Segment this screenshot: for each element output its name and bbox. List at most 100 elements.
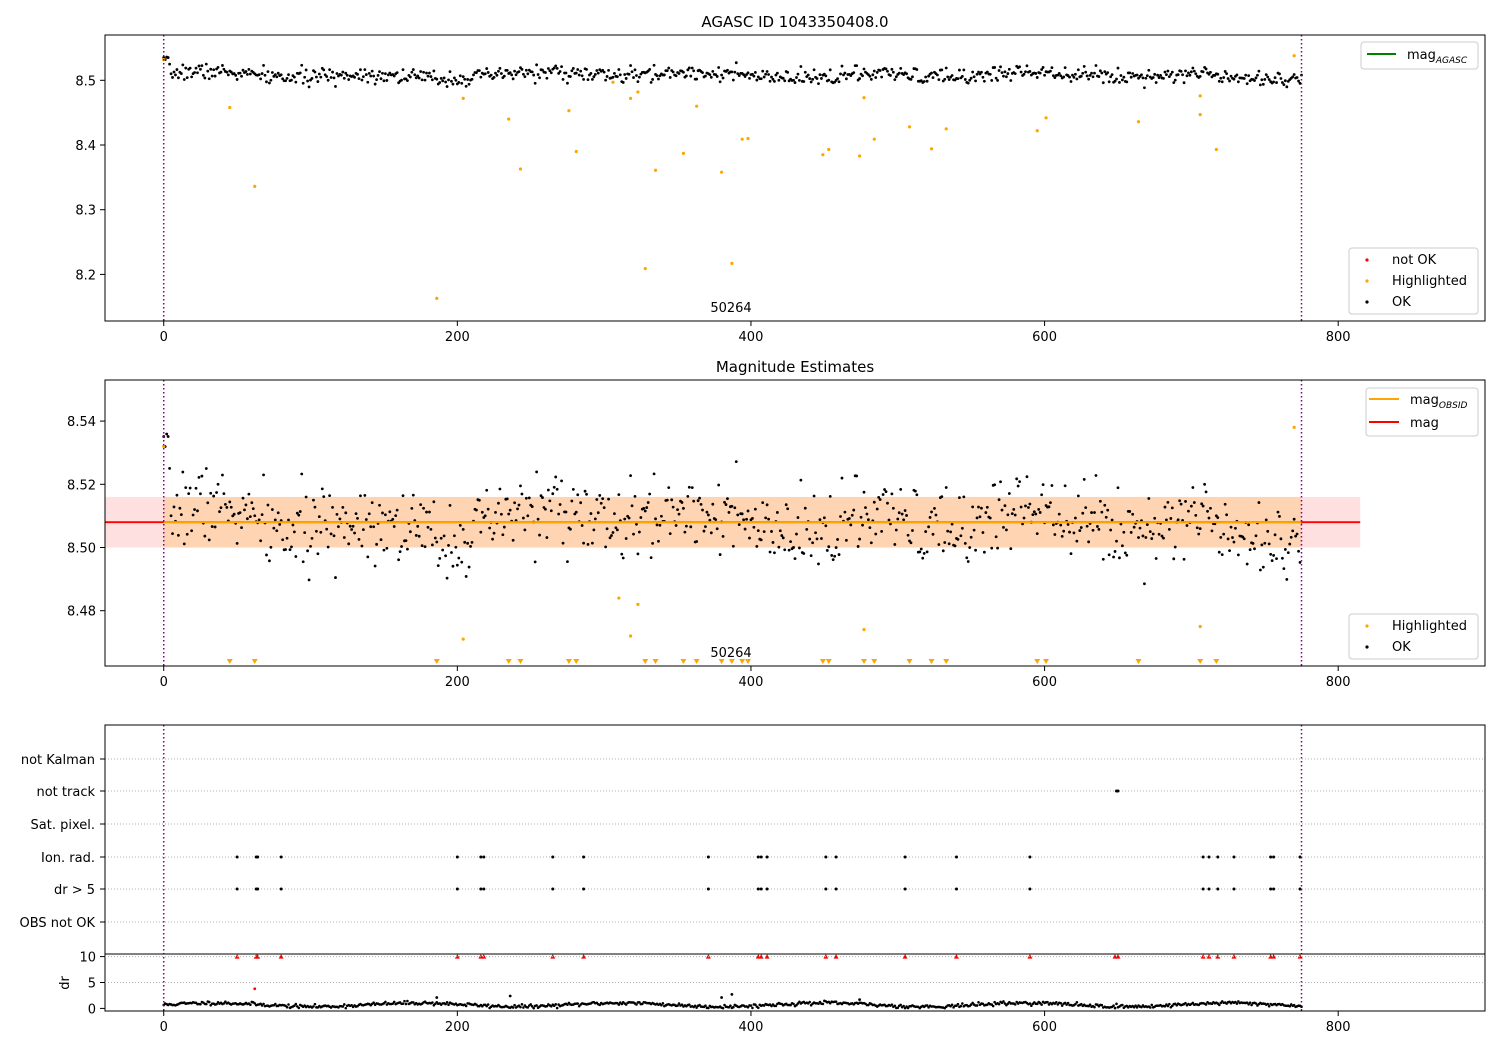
ok-point — [591, 541, 594, 545]
ok-point — [994, 76, 998, 80]
ok-point — [458, 523, 462, 527]
ok-point — [786, 507, 790, 511]
ok-point — [486, 71, 490, 74]
ok-point — [177, 533, 180, 537]
ok-point — [241, 68, 245, 72]
ok-point — [1022, 516, 1026, 520]
ok-point — [461, 75, 465, 78]
ok-point — [748, 76, 751, 80]
ok-point — [1166, 69, 1170, 73]
ok-point — [539, 494, 543, 498]
ok-point — [715, 527, 719, 531]
ok-point — [792, 546, 795, 549]
ok-point — [1172, 81, 1176, 85]
ok-point — [636, 552, 640, 556]
ok-point — [319, 75, 323, 79]
dr-points — [162, 954, 1303, 1010]
ok-point — [351, 524, 355, 528]
ok-point — [704, 74, 707, 78]
ok-point — [382, 548, 386, 552]
ok-point — [406, 79, 409, 83]
ok-point — [988, 72, 992, 76]
ok-point — [862, 67, 866, 71]
ok-point — [808, 537, 812, 541]
ok-point — [564, 510, 568, 514]
ok-point — [702, 529, 706, 533]
panel1-y-ticks: 8.28.38.48.5 — [75, 74, 105, 283]
ok-point — [367, 512, 371, 516]
ok-point — [463, 540, 467, 544]
highlighted-point — [461, 637, 465, 641]
ok-point — [1165, 518, 1168, 522]
ok-point — [997, 69, 1001, 72]
dr-point — [1060, 1004, 1064, 1007]
ok-point — [1038, 511, 1042, 514]
ok-point — [1128, 510, 1132, 513]
ok-point — [1022, 72, 1026, 76]
clipped-value-marker — [652, 659, 659, 664]
ok-point — [1201, 504, 1205, 508]
ok-point — [1059, 523, 1063, 527]
ok-point — [1160, 534, 1164, 538]
ok-point — [997, 498, 1001, 502]
ok-point — [981, 531, 985, 534]
ok-point — [560, 479, 563, 483]
ok-point — [778, 529, 782, 533]
ok-point — [883, 488, 886, 491]
ok-point — [1118, 556, 1121, 560]
ok-point — [535, 470, 539, 474]
ok-point — [292, 530, 296, 534]
ok-point — [1141, 76, 1145, 80]
ok-point — [546, 488, 550, 492]
ok-point — [1254, 76, 1258, 80]
ok-point — [1094, 64, 1098, 67]
ok-point — [695, 540, 699, 543]
ok-point — [1276, 510, 1280, 514]
ok-point — [1132, 525, 1136, 529]
ok-point — [168, 62, 171, 66]
ok-point — [213, 74, 217, 78]
ok-point — [207, 77, 211, 81]
ok-point — [1098, 69, 1102, 73]
ok-point — [1185, 74, 1189, 78]
ok-point — [378, 70, 381, 74]
ok-point — [1242, 537, 1246, 541]
ok-point — [737, 74, 741, 78]
ok-point — [206, 501, 210, 505]
ok-point — [781, 536, 785, 540]
x-tick-label: 600 — [1032, 330, 1057, 345]
ok-point — [608, 536, 612, 540]
ok-point — [268, 559, 271, 563]
ok-point — [828, 494, 832, 498]
ok-point — [1157, 76, 1161, 79]
dr-point — [687, 1003, 691, 1006]
ok-point — [1294, 534, 1298, 538]
ok-point — [775, 71, 779, 75]
dr-point — [821, 1002, 825, 1006]
ok-point — [1219, 76, 1223, 80]
highlighted-point — [636, 602, 640, 606]
panel2-points — [162, 425, 1303, 641]
ok-point — [265, 80, 268, 84]
ok-point — [1278, 514, 1281, 518]
dr-point — [287, 1003, 290, 1006]
ok-point — [204, 62, 208, 66]
ok-point — [905, 514, 908, 517]
ok-point — [585, 492, 588, 496]
ok-point — [276, 71, 280, 75]
ok-point — [695, 77, 699, 81]
dr-point — [372, 1001, 375, 1004]
ok-point — [944, 486, 948, 489]
ok-point — [635, 522, 638, 526]
ok-point — [1075, 77, 1079, 81]
ok-point — [629, 474, 632, 478]
dr-point — [199, 1002, 202, 1006]
clipped-value-marker — [943, 659, 950, 664]
ok-point — [852, 71, 856, 75]
ok-point — [614, 526, 618, 530]
ok-point — [1000, 508, 1004, 512]
highlighted-point — [1198, 624, 1202, 629]
ok-point — [799, 65, 803, 68]
ok-point — [341, 505, 345, 509]
ok-point — [566, 560, 569, 564]
